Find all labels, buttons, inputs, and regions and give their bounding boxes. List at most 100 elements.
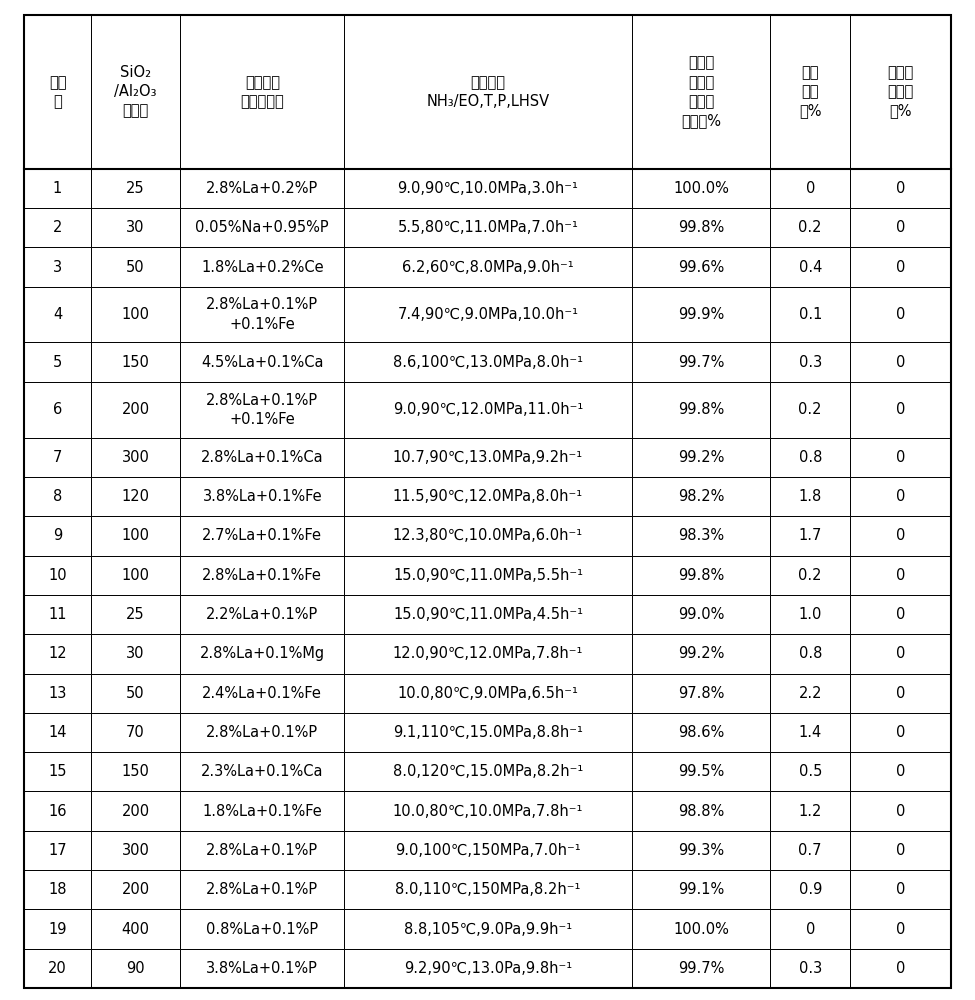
Bar <box>632 208 770 247</box>
Text: 100: 100 <box>122 568 149 583</box>
Text: 100.0%: 100.0% <box>673 922 729 937</box>
Bar <box>850 791 951 831</box>
Text: 300: 300 <box>122 843 149 858</box>
Bar <box>91 674 180 713</box>
Text: 200: 200 <box>122 882 149 897</box>
Bar <box>180 831 344 870</box>
Text: 0: 0 <box>896 260 905 275</box>
Bar <box>850 713 951 752</box>
Bar <box>180 595 344 634</box>
Bar <box>180 169 344 208</box>
Text: 6.2,60℃,8.0MPa,9.0h⁻¹: 6.2,60℃,8.0MPa,9.0h⁻¹ <box>402 260 574 275</box>
Text: 0: 0 <box>896 220 905 235</box>
Bar <box>344 208 632 247</box>
Text: 0.2: 0.2 <box>799 220 822 235</box>
Bar <box>91 247 180 287</box>
Text: 99.8%: 99.8% <box>678 402 724 417</box>
Bar <box>850 247 951 287</box>
Text: 50: 50 <box>126 260 145 275</box>
Bar <box>91 949 180 988</box>
Text: 14: 14 <box>49 725 66 740</box>
Text: 三乙醇
胺选择
性%: 三乙醇 胺选择 性% <box>887 65 914 119</box>
Bar <box>770 674 850 713</box>
Text: 400: 400 <box>122 922 149 937</box>
Text: 0: 0 <box>805 181 815 196</box>
Text: 1.7: 1.7 <box>799 528 822 543</box>
Text: 200: 200 <box>122 402 149 417</box>
Bar <box>770 247 850 287</box>
Text: 150: 150 <box>122 355 149 370</box>
Text: 98.6%: 98.6% <box>678 725 724 740</box>
Text: 0: 0 <box>896 402 905 417</box>
Bar <box>632 595 770 634</box>
Text: 16: 16 <box>49 804 66 819</box>
Bar <box>770 595 850 634</box>
Text: 0.2: 0.2 <box>799 568 822 583</box>
Text: 50: 50 <box>126 686 145 701</box>
Text: 70: 70 <box>126 725 145 740</box>
Text: 0: 0 <box>896 843 905 858</box>
Text: 掺入元素
重量百份数: 掺入元素 重量百份数 <box>241 75 284 109</box>
Text: 2.3%La+0.1%Ca: 2.3%La+0.1%Ca <box>201 764 324 779</box>
Bar <box>180 556 344 595</box>
Bar <box>770 556 850 595</box>
Bar <box>24 516 91 556</box>
Bar <box>850 342 951 382</box>
Bar <box>91 909 180 949</box>
Text: 2.8%La+0.1%P
+0.1%Fe: 2.8%La+0.1%P +0.1%Fe <box>207 393 318 427</box>
Bar <box>344 831 632 870</box>
Bar <box>632 752 770 791</box>
Bar <box>632 516 770 556</box>
Bar <box>770 15 850 169</box>
Bar <box>770 342 850 382</box>
Bar <box>91 516 180 556</box>
Bar <box>91 382 180 438</box>
Bar <box>91 870 180 909</box>
Bar <box>180 713 344 752</box>
Text: 0.05%Na+0.95%P: 0.05%Na+0.95%P <box>195 220 330 235</box>
Bar <box>344 382 632 438</box>
Bar <box>344 287 632 342</box>
Bar <box>91 634 180 674</box>
Text: 99.8%: 99.8% <box>678 568 724 583</box>
Bar <box>180 791 344 831</box>
Bar <box>24 595 91 634</box>
Text: 0: 0 <box>896 607 905 622</box>
Bar <box>180 438 344 477</box>
Bar <box>770 831 850 870</box>
Text: 2.8%La+0.2%P: 2.8%La+0.2%P <box>206 181 319 196</box>
Text: 18: 18 <box>49 882 66 897</box>
Bar <box>24 342 91 382</box>
Text: 胺醚
选择
性%: 胺醚 选择 性% <box>799 65 822 119</box>
Text: 0: 0 <box>896 181 905 196</box>
Text: 0.7: 0.7 <box>799 843 822 858</box>
Text: 8.8,105℃,9.0Pa,9.9h⁻¹: 8.8,105℃,9.0Pa,9.9h⁻¹ <box>404 922 572 937</box>
Bar <box>24 438 91 477</box>
Bar <box>91 208 180 247</box>
Bar <box>770 477 850 516</box>
Bar <box>632 949 770 988</box>
Text: 8.0,120℃,15.0MPa,8.2h⁻¹: 8.0,120℃,15.0MPa,8.2h⁻¹ <box>393 764 583 779</box>
Bar <box>850 438 951 477</box>
Bar <box>344 634 632 674</box>
Text: 0: 0 <box>896 528 905 543</box>
Bar <box>24 674 91 713</box>
Text: 6: 6 <box>53 402 62 417</box>
Text: 0: 0 <box>896 764 905 779</box>
Bar <box>180 342 344 382</box>
Bar <box>344 556 632 595</box>
Bar <box>180 870 344 909</box>
Bar <box>850 909 951 949</box>
Bar <box>91 477 180 516</box>
Bar <box>850 634 951 674</box>
Text: 0: 0 <box>896 804 905 819</box>
Text: 0: 0 <box>896 646 905 661</box>
Bar <box>180 752 344 791</box>
Text: 100: 100 <box>122 528 149 543</box>
Bar <box>91 15 180 169</box>
Text: 0.1: 0.1 <box>799 307 822 322</box>
Bar <box>632 169 770 208</box>
Text: 2.2%La+0.1%P: 2.2%La+0.1%P <box>206 607 319 622</box>
Bar <box>770 382 850 438</box>
Bar <box>344 438 632 477</box>
